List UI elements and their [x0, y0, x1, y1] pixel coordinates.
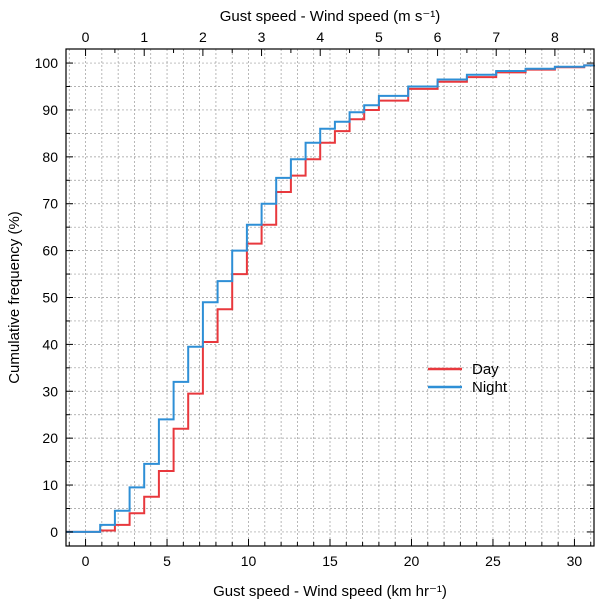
x-tick-label: 25 [485, 553, 501, 569]
x-tick-label: 20 [404, 553, 420, 569]
y-tick-label: 80 [42, 149, 58, 165]
grid [66, 49, 594, 546]
y-tick-label: 100 [35, 55, 59, 71]
y-tick-label: 30 [42, 383, 58, 399]
y-tick-label: 50 [42, 290, 58, 306]
x-tick-label: 30 [567, 553, 583, 569]
x2-tick-label: 6 [434, 29, 442, 45]
legend-label-day: Day [472, 361, 499, 378]
x2-tick-label: 4 [316, 29, 324, 45]
y-tick-label: 70 [42, 196, 58, 212]
x-tick-label: 0 [82, 553, 90, 569]
series-lines [66, 64, 595, 533]
y-tick-label: 40 [42, 336, 58, 352]
legend-label-night: Night [472, 379, 508, 396]
x2-tick-label: 0 [82, 29, 90, 45]
axis-ticks [66, 49, 594, 546]
x-tick-label: 5 [163, 553, 171, 569]
series-line-night [66, 64, 595, 533]
y-tick-label: 20 [42, 430, 58, 446]
legend: Day Night [428, 361, 508, 396]
y-tick-label: 60 [42, 243, 58, 259]
y-axis-title: Cumulative frequency (%) [6, 211, 23, 384]
x2-tick-label: 3 [258, 29, 266, 45]
x-axis-title-bottom: Gust speed - Wind speed (km hr⁻¹) [213, 583, 447, 600]
x2-tick-label: 8 [551, 29, 559, 45]
y-tick-label: 90 [42, 102, 58, 118]
x-tick-label: 10 [241, 553, 257, 569]
x-axis-title-top: Gust speed - Wind speed (m s⁻¹) [220, 8, 441, 25]
x2-tick-label: 5 [375, 29, 383, 45]
x2-tick-label: 7 [492, 29, 500, 45]
tick-labels: 0 5 10 15 20 25 300 1 2 3 4 5 6 7 80102030405060708090… [35, 29, 583, 569]
x2-tick-label: 1 [140, 29, 148, 45]
x-tick-label: 15 [322, 553, 338, 569]
y-tick-label: 10 [42, 477, 58, 493]
x2-tick-label: 2 [199, 29, 207, 45]
y-tick-label: 0 [50, 524, 58, 540]
